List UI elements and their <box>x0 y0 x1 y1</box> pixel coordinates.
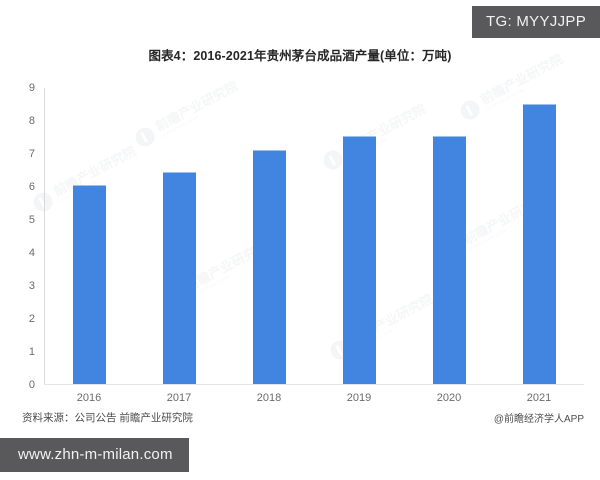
bar <box>342 135 376 384</box>
bar <box>252 150 286 384</box>
x-axis-tick-label: 2018 <box>256 392 282 404</box>
y-axis-tick-label: 2 <box>28 313 35 325</box>
y-axis-tick-label: 1 <box>28 346 35 358</box>
source-note: 资料来源：公司公告 前瞻产业研究院 <box>22 412 193 424</box>
y-axis-tick-label: 0 <box>28 379 35 391</box>
y-axis-line <box>44 88 45 385</box>
bar <box>432 135 466 384</box>
app-credit: @前瞻经济学人APP <box>493 414 584 425</box>
x-axis-tick-label: 2021 <box>526 392 552 404</box>
x-axis-line <box>44 384 584 385</box>
x-axis-tick-label: 2020 <box>436 392 462 404</box>
y-axis-tick-label: 8 <box>28 115 35 127</box>
site-url-badge: www.zhn-m-milan.com <box>0 438 189 472</box>
y-axis-tick-label: 3 <box>28 280 35 292</box>
y-axis-tick-label: 4 <box>28 247 35 259</box>
y-axis-tick-label: 5 <box>28 214 35 226</box>
x-axis-tick-label: 2016 <box>76 392 102 404</box>
x-axis-tick-label: 2019 <box>346 392 372 404</box>
bar <box>162 171 196 384</box>
chart-title: 图表4：2016-2021年贵州茅台成品酒产量(单位：万吨) <box>148 49 452 63</box>
y-axis-tick-label: 9 <box>28 82 35 94</box>
plot-area: 0 1 2 3 4 5 6 7 8 9 2016 2017 2018 2019 2020 2021 <box>29 82 584 404</box>
y-axis-tick-label: 6 <box>28 181 35 193</box>
y-axis-tick-label: 7 <box>28 148 35 160</box>
bar <box>522 104 556 384</box>
bar <box>72 185 106 384</box>
telegram-badge: TG: MYYJJPP <box>472 6 600 38</box>
x-axis-tick-label: 2017 <box>166 392 192 404</box>
